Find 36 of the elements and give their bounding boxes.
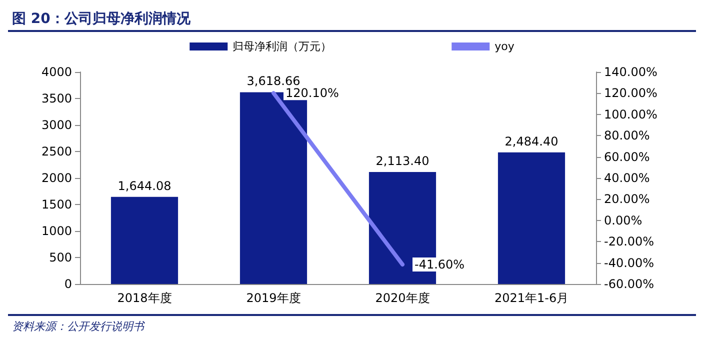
y2-tick-label: 80.00%	[604, 128, 650, 143]
y-tick-label: 3000	[41, 118, 72, 132]
x-tick-label: 2018年度	[117, 291, 172, 305]
data-label: -41.60%	[414, 257, 465, 272]
data-label: 2,484.40	[504, 134, 558, 148]
data-label: 1,644.08	[118, 178, 172, 193]
y-tick-label: 2000	[41, 171, 72, 185]
y2-tick-label: 0.00%	[604, 213, 642, 228]
y2-tick-label: 60.00%	[604, 150, 650, 164]
bar	[110, 196, 178, 284]
legend-label: yoy	[494, 40, 515, 53]
y2-tick-label: 100.00%	[604, 107, 658, 122]
y2-tick-label: -40.00%	[604, 256, 654, 270]
x-tick-label: 2020年度	[375, 291, 430, 305]
bar	[498, 152, 566, 284]
text: 资料来源：公开发行说明书	[8, 314, 696, 337]
data-label: 2,113.40	[376, 154, 430, 168]
data-label: 120.10%	[286, 86, 339, 100]
y2-tick-label: 20.00%	[604, 192, 650, 206]
legend-label: 归母净利润（万元）	[232, 40, 332, 53]
y-tick-label: 1000	[41, 224, 72, 238]
y-tick-label: 500	[49, 250, 72, 264]
y-tick-label: 4000	[41, 65, 72, 79]
y2-tick-label: -60.00%	[604, 277, 654, 291]
y-tick-label: 1500	[41, 198, 72, 212]
y2-tick-label: 140.00%	[604, 65, 658, 79]
data-label: 3,618.66	[246, 74, 300, 88]
y-tick-label: 0	[64, 277, 72, 291]
x-tick-label: 2019年度	[246, 291, 301, 305]
y2-tick-label: 120.00%	[604, 86, 658, 100]
y2-tick-label: -20.00%	[604, 234, 654, 249]
y-tick-label: 3500	[41, 92, 72, 106]
y-tick-label: 2500	[41, 144, 72, 158]
chart-title: 图 20：公司归母净利润情况	[8, 8, 696, 32]
y2-tick-label: 40.00%	[604, 171, 650, 185]
x-tick-label: 2021年1-6月	[494, 291, 569, 305]
